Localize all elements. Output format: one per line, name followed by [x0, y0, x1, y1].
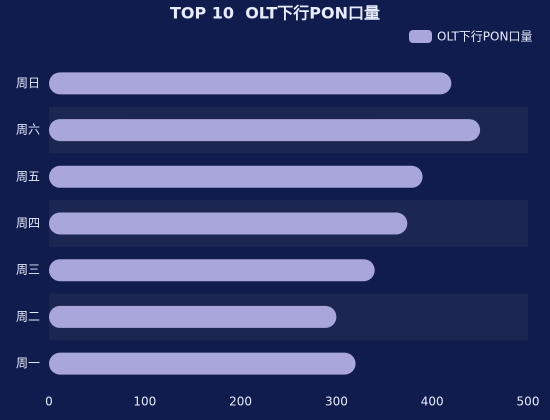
bar — [49, 212, 408, 235]
y-tick-label: 周一 — [16, 356, 40, 370]
y-tick-label: 周二 — [16, 309, 40, 323]
bar — [49, 259, 375, 282]
x-tick-label: 200 — [229, 395, 252, 409]
y-tick-label: 周三 — [16, 263, 40, 277]
y-tick-label: 周四 — [16, 216, 40, 230]
bar — [49, 165, 423, 188]
y-tick-label: 周五 — [16, 169, 40, 183]
x-tick-label: 100 — [133, 395, 156, 409]
bar — [49, 119, 481, 142]
x-tick-label: 0 — [45, 395, 53, 409]
x-tick-label: 300 — [325, 395, 348, 409]
y-tick-label: 周六 — [16, 123, 40, 137]
bar — [49, 352, 356, 375]
bar — [49, 305, 337, 328]
bar — [49, 72, 452, 95]
x-tick-label: 500 — [517, 395, 540, 409]
chart-title: TOP 10 OLT下行PON口量 — [170, 4, 380, 23]
y-tick-label: 周日 — [16, 76, 40, 90]
x-tick-label: 400 — [421, 395, 444, 409]
legend-label: OLT下行PON口量 — [437, 30, 532, 44]
legend-swatch — [409, 30, 432, 43]
